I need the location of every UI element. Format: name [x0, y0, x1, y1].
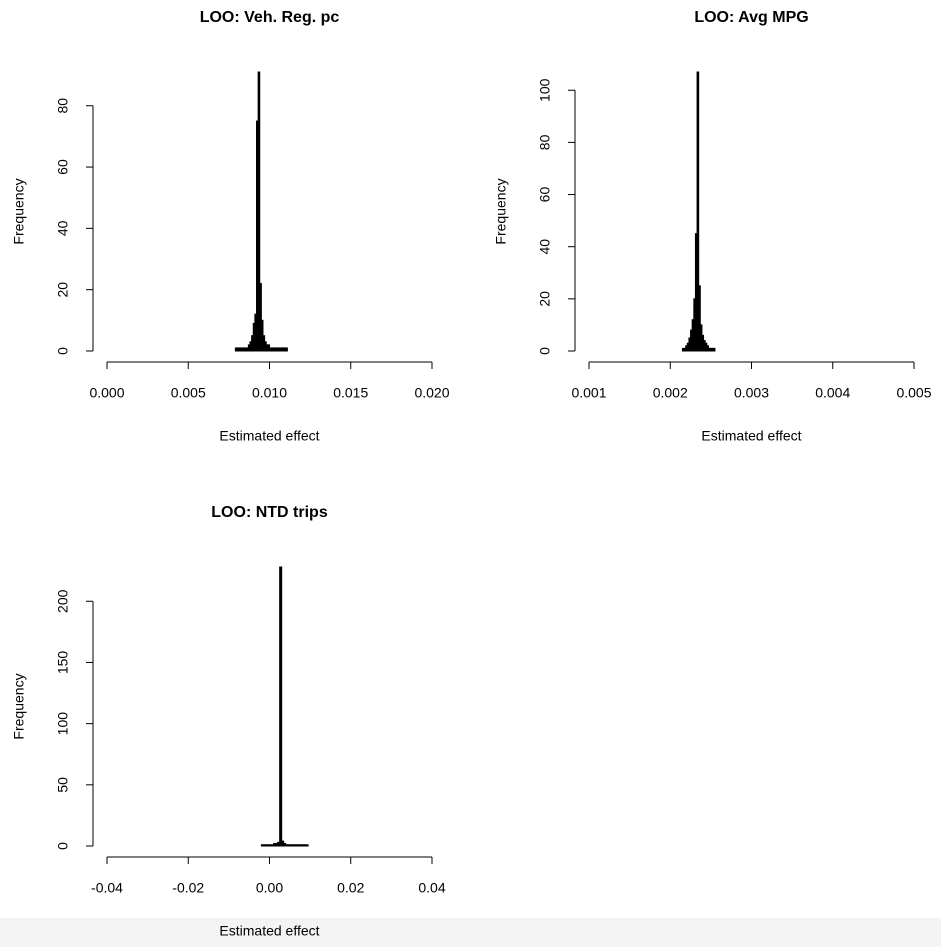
x-tick-label: 0.00: [256, 880, 283, 896]
x-axis-label: Estimated effect: [701, 428, 801, 444]
x-tick-label: -0.02: [172, 880, 204, 896]
bar: [696, 71, 700, 352]
y-axis-label: Frequency: [493, 178, 509, 244]
y-tick-label: 80: [55, 98, 71, 114]
x-tick-label: 0.005: [896, 385, 931, 401]
chart-panel: LOO: NTD trips Estimated effect Frequency -…: [11, 504, 446, 938]
y-tick-label: 0: [55, 842, 71, 850]
x-tick-label: -0.04: [91, 880, 123, 896]
y-tick-label: 0: [55, 347, 71, 355]
bar: [279, 566, 283, 847]
bar: [285, 347, 288, 352]
chart-title: LOO: Avg MPG: [694, 9, 808, 26]
x-tick-label: 0.015: [333, 385, 368, 401]
y-tick-label: 150: [55, 651, 71, 675]
y-axis-label: Frequency: [11, 178, 27, 244]
x-tick-label: 0.000: [89, 385, 124, 401]
x-tick-label: 0.002: [653, 385, 688, 401]
chart-panel: LOO: Veh. Reg. pc Estimated effect Frequen…: [11, 9, 450, 443]
y-tick-label: 80: [537, 134, 553, 150]
x-axis-label: Estimated effect: [219, 923, 319, 939]
x-tick-label: 0.003: [734, 385, 769, 401]
y-tick-label: 50: [55, 777, 71, 793]
chart-panel: LOO: Avg MPG Estimated effect Frequency 0.0…: [493, 9, 932, 443]
y-tick-label: 0: [537, 347, 553, 355]
bottom-strip: [0, 918, 941, 947]
bar: [259, 283, 262, 352]
bar: [305, 844, 309, 847]
x-tick-label: 0.001: [571, 385, 606, 401]
x-tick-label: 0.02: [337, 880, 364, 896]
x-tick-label: 0.020: [414, 385, 449, 401]
y-tick-label: 20: [55, 282, 71, 298]
y-tick-label: 100: [55, 712, 71, 736]
y-tick-label: 200: [55, 589, 71, 613]
x-tick-label: 0.005: [171, 385, 206, 401]
y-axis-label: Frequency: [11, 673, 27, 739]
x-tick-label: 0.04: [418, 880, 445, 896]
x-axis-label: Estimated effect: [219, 428, 319, 444]
chart-title: LOO: Veh. Reg. pc: [200, 9, 340, 26]
chart-title: LOO: NTD trips: [211, 504, 328, 521]
y-tick-label: 40: [55, 220, 71, 236]
y-tick-label: 20: [537, 291, 553, 307]
bar: [698, 285, 701, 352]
bar: [712, 347, 716, 352]
y-tick-label: 60: [537, 187, 553, 203]
y-tick-label: 40: [537, 239, 553, 255]
x-tick-label: 0.004: [815, 385, 850, 401]
bar: [257, 71, 261, 352]
y-tick-label: 60: [55, 159, 71, 175]
y-tick-label: 100: [537, 78, 553, 102]
x-tick-label: 0.010: [252, 385, 287, 401]
